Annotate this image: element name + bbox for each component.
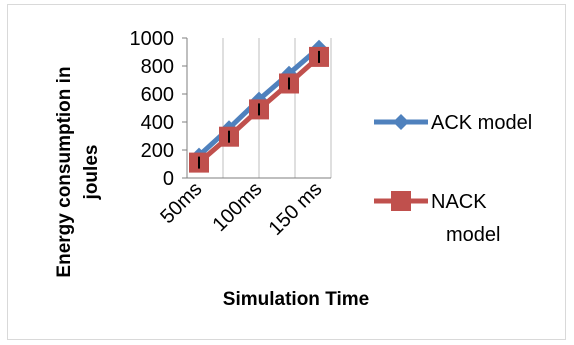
- legend-ack-marker: [393, 114, 409, 130]
- y-tick-label: 600: [141, 84, 174, 106]
- chart-frame: [7, 4, 566, 340]
- x-axis-title: Simulation Time: [223, 289, 369, 310]
- y-axis-title-line2: joules: [81, 145, 102, 201]
- y-axis-title-line1: Energy consumption in: [54, 66, 75, 277]
- legend-nack-label-line1: NACK: [431, 191, 487, 213]
- y-tick-label: 800: [141, 56, 174, 78]
- y-tick-label: 0: [163, 168, 174, 190]
- legend-item-nack: NACK model: [374, 191, 500, 246]
- y-tick-label: 400: [141, 112, 174, 134]
- legend-item-ack: ACK model: [374, 112, 532, 134]
- y-tick-label: 1000: [130, 28, 175, 50]
- legend-nack-label-line2: model: [446, 224, 500, 246]
- legend: ACK model NACK model: [374, 112, 532, 246]
- series-layer: [189, 39, 329, 173]
- legend-ack-label: ACK model: [431, 112, 532, 134]
- legend-nack-marker: [391, 191, 411, 211]
- x-tick-label: 100ms: [209, 178, 267, 236]
- x-tick-label: 150 ms: [265, 178, 327, 240]
- y-tick-label: 200: [141, 140, 174, 162]
